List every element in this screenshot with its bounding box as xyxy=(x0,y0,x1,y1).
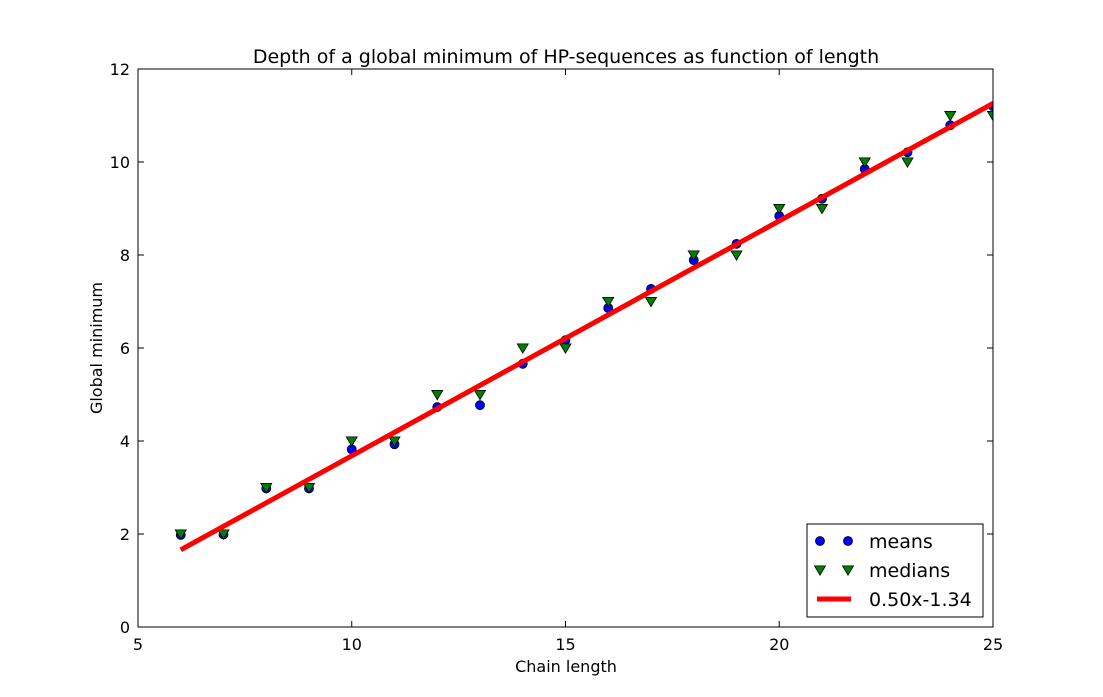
medians-point xyxy=(944,110,957,122)
legend-means-marker xyxy=(843,536,853,546)
legend-label: means xyxy=(869,531,933,553)
x-tick-label: 10 xyxy=(342,635,362,654)
y-tick-label: 2 xyxy=(120,525,130,544)
medians-point xyxy=(345,436,358,448)
medians-point xyxy=(473,389,487,401)
medians-point xyxy=(773,203,786,215)
y-tick-label: 10 xyxy=(110,153,130,172)
legend-medians-marker xyxy=(841,565,855,577)
medians-point xyxy=(730,250,743,262)
x-tick-label: 25 xyxy=(983,635,1003,654)
legend-medians-marker xyxy=(813,565,827,577)
y-tick-label: 8 xyxy=(120,246,130,265)
medians-point xyxy=(687,250,700,262)
medians-point xyxy=(516,343,529,355)
medians-point xyxy=(986,110,993,122)
legend-means-marker xyxy=(815,536,825,546)
medians-point xyxy=(901,157,914,169)
medians-point xyxy=(602,296,615,308)
y-tick-label: 6 xyxy=(120,339,130,358)
y-tick-label: 0 xyxy=(120,618,130,637)
plot-data-layer xyxy=(174,101,993,553)
medians-point xyxy=(388,436,401,448)
medians-point xyxy=(559,343,572,355)
legend: means medians 0.50x-1.34 xyxy=(806,523,984,618)
means-point xyxy=(475,400,485,411)
legend-label: 0.50x-1.34 xyxy=(869,589,972,611)
medians-point xyxy=(174,529,187,541)
y-tick-label: 4 xyxy=(120,432,130,451)
medians-point xyxy=(260,482,273,494)
medians-point xyxy=(217,529,230,541)
x-tick-label: 5 xyxy=(133,635,143,654)
medians-point xyxy=(302,482,316,494)
y-axis-label: Global minimum xyxy=(87,282,106,414)
x-tick-label: 15 xyxy=(555,635,575,654)
y-tick-label: 12 xyxy=(110,60,130,79)
fit-line xyxy=(179,101,993,553)
legend-label: medians xyxy=(869,560,950,582)
medians-point xyxy=(644,296,658,308)
medians-point xyxy=(858,157,871,169)
x-tick-label: 20 xyxy=(769,635,789,654)
chart-title: Depth of a global minimum of HP-sequence… xyxy=(253,46,879,68)
x-axis-label: Chain length xyxy=(515,657,617,676)
medians-point xyxy=(431,389,444,401)
medians-point xyxy=(815,203,829,215)
